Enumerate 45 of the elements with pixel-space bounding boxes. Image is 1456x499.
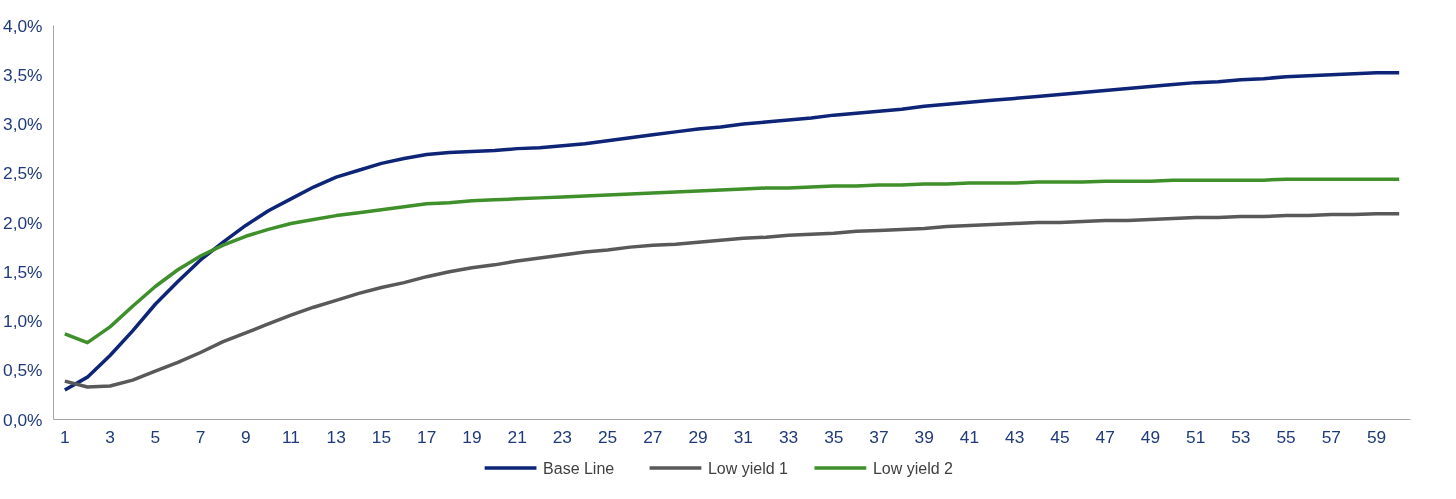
x-tick-label: 31 bbox=[733, 426, 753, 447]
x-tick-label: 1 bbox=[59, 426, 70, 447]
y-tick-label: 3,0% bbox=[3, 114, 43, 134]
x-tick-label: 51 bbox=[1186, 426, 1206, 447]
x-tick-label: 45 bbox=[1050, 426, 1070, 447]
y-tick-label: 4,0% bbox=[3, 15, 43, 36]
x-tick-label: 33 bbox=[778, 426, 799, 447]
x-tick-label: 29 bbox=[688, 426, 708, 447]
x-tick-label: 19 bbox=[462, 426, 482, 447]
y-tick-label: 1,5% bbox=[3, 261, 43, 282]
x-tick-label: 49 bbox=[1140, 426, 1161, 447]
x-tick-label: 53 bbox=[1231, 426, 1251, 447]
x-tick-label: 25 bbox=[597, 426, 618, 447]
y-tick-label: 1,0% bbox=[3, 311, 43, 331]
x-tick-label: 55 bbox=[1276, 426, 1296, 447]
x-tick-label: 5 bbox=[150, 426, 161, 447]
legend-label: Base Line bbox=[543, 459, 615, 477]
x-tick-label: 7 bbox=[195, 426, 206, 447]
x-tick-label: 21 bbox=[507, 426, 527, 447]
x-tick-label: 27 bbox=[643, 426, 663, 447]
y-tick-label: 0,0% bbox=[3, 409, 43, 430]
x-tick-label: 15 bbox=[371, 426, 392, 447]
y-tick-label: 2,5% bbox=[3, 163, 43, 184]
x-tick-label: 39 bbox=[914, 426, 934, 447]
line-series bbox=[63, 71, 1401, 392]
x-tick-label: 17 bbox=[417, 426, 437, 447]
line-series bbox=[63, 177, 1401, 345]
x-tick-label: 23 bbox=[552, 426, 573, 447]
x-tick-label: 47 bbox=[1095, 426, 1115, 447]
x-tick-label: 41 bbox=[959, 426, 980, 447]
x-tick-label: 57 bbox=[1321, 426, 1341, 447]
x-tick-label: 3 bbox=[105, 426, 115, 447]
x-tick-label: 11 bbox=[281, 426, 300, 447]
x-tick-label: 13 bbox=[326, 426, 346, 447]
y-tick-label: 2,0% bbox=[3, 212, 43, 233]
line-series bbox=[63, 211, 1401, 389]
x-tick-label: 35 bbox=[824, 426, 844, 447]
x-tick-label: 43 bbox=[1005, 426, 1025, 447]
x-tick-label: 9 bbox=[240, 426, 251, 447]
y-tick-label: 3,5% bbox=[3, 64, 43, 85]
legend-label: Low yield 1 bbox=[707, 459, 789, 477]
x-tick-label: 59 bbox=[1366, 426, 1387, 447]
legend-label: Low yield 2 bbox=[872, 459, 954, 477]
y-tick-label: 0,5% bbox=[3, 360, 43, 381]
x-tick-label: 37 bbox=[869, 426, 889, 447]
